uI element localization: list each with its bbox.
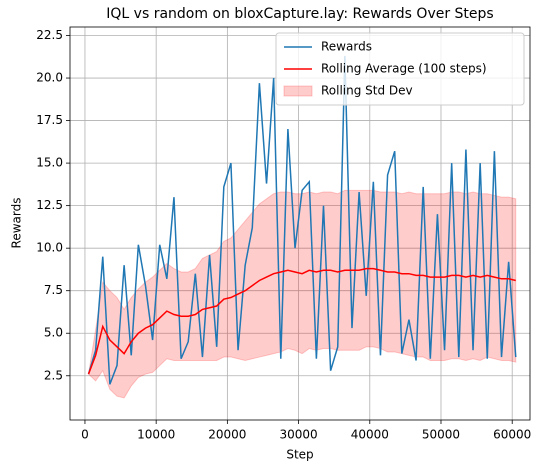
y-tick-label: 15.0 [36,156,63,170]
series-line [87,267,516,375]
series-line [87,55,517,385]
x-tick-label: 0 [81,428,89,442]
y-tick-label: 17.5 [36,113,63,127]
y-tick-label: 5.0 [44,326,63,340]
legend-label: Rolling Average (100 steps) [321,62,487,76]
y-tick-label: 22.5 [36,28,63,42]
x-axis-label: Step [286,448,313,462]
y-tick-label: 10.0 [36,241,63,255]
y-axis-label: Rewards [10,198,24,249]
y-tick-label: 2.5 [44,368,63,382]
y-tick-label: 12.5 [36,198,63,212]
y-tick-label: 20.0 [36,71,63,85]
x-tick-label: 20000 [208,428,246,442]
legend-label: Rolling Std Dev [321,84,413,98]
plot-frame [69,26,531,421]
legend-label: Rewards [321,40,372,54]
y-tick-label: 7.5 [44,283,63,297]
std-band [87,189,517,399]
legend-box [275,32,525,106]
legend-swatch [283,85,313,97]
x-tick-label: 10000 [137,428,175,442]
x-tick-label: 50000 [422,428,460,442]
chart-title: IQL vs random on bloxCapture.lay: Reward… [106,6,493,22]
x-tick-label: 60000 [493,428,531,442]
x-tick-label: 30000 [279,428,317,442]
x-tick-label: 40000 [351,428,389,442]
